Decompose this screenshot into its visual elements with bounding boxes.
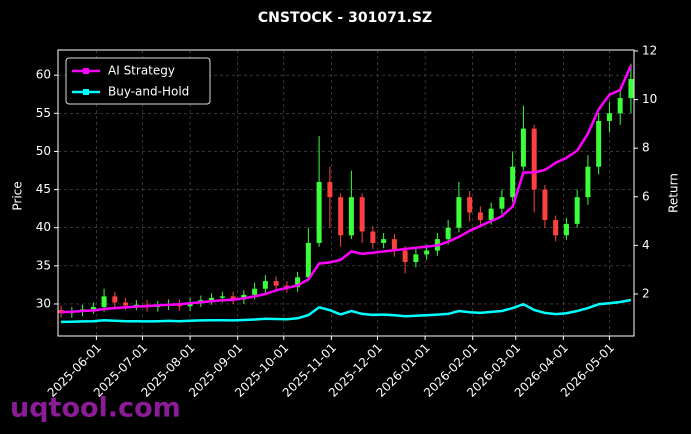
candle-body — [295, 277, 301, 288]
candle-body — [499, 197, 505, 209]
candle-body — [230, 296, 236, 300]
legend-label: Buy-and-Hold — [108, 85, 189, 99]
candle-body — [617, 98, 623, 114]
candle-body — [219, 296, 225, 298]
legend-marker — [83, 89, 89, 95]
candle-body — [477, 212, 483, 221]
candle-body — [467, 197, 473, 213]
candle-body — [445, 227, 451, 240]
candle-body — [456, 197, 462, 228]
candle-body — [413, 254, 419, 263]
candle-body — [574, 197, 580, 224]
candle-body — [542, 189, 548, 221]
candle-body — [123, 302, 129, 306]
y2-tick-label: 4 — [642, 238, 650, 252]
y2-axis-label: Return — [667, 173, 681, 213]
candle-body — [596, 120, 602, 167]
y-tick-label: 45 — [36, 182, 51, 196]
candle-body — [391, 239, 397, 251]
y2-tick-label: 2 — [642, 286, 650, 300]
candle-body — [338, 197, 344, 236]
candle-body — [90, 307, 96, 310]
legend-box — [65, 57, 211, 105]
candle-body — [348, 197, 354, 236]
candle-body — [305, 242, 311, 278]
candle-body — [424, 250, 430, 255]
candle-body — [316, 181, 322, 243]
candle-body — [531, 128, 537, 190]
candle-body — [252, 288, 258, 295]
y-tick-label: 60 — [36, 68, 51, 82]
legend: AI Strategy Buy-and-Hold — [65, 57, 211, 105]
candle-body — [488, 208, 494, 221]
candle-body — [381, 239, 387, 243]
candle-body — [359, 197, 365, 232]
candle-body — [628, 78, 634, 99]
candle-body — [112, 296, 118, 303]
candle-body — [327, 181, 333, 198]
candle-body — [262, 281, 268, 289]
candle-body — [520, 128, 526, 167]
chart-title: CNSTOCK - 301071.SZ — [258, 10, 432, 26]
candle-body — [510, 166, 516, 198]
candle-body — [402, 250, 408, 263]
y2-tick-label: 8 — [642, 141, 650, 155]
y-tick-label: 30 — [36, 296, 51, 310]
candle-body — [563, 223, 569, 236]
candle-body — [585, 166, 591, 198]
legend-label: AI Strategy — [108, 64, 175, 78]
y-tick-label: 50 — [36, 144, 51, 158]
candle-body — [101, 296, 107, 308]
candle-body — [133, 304, 139, 306]
y-tick-label: 35 — [36, 258, 51, 272]
watermark: uqtool.com — [10, 393, 181, 424]
legend-marker — [83, 68, 89, 74]
y-axis-label: Price — [11, 181, 25, 210]
candle-body — [606, 113, 612, 121]
y-tick-label: 40 — [36, 220, 51, 234]
plot-frame — [57, 49, 635, 337]
y2-tick-label: 12 — [642, 43, 657, 57]
return-line — [61, 65, 633, 314]
candle-body — [209, 297, 215, 301]
y2-tick-label: 10 — [642, 92, 657, 106]
candle-body — [553, 220, 559, 236]
return-line — [61, 298, 632, 324]
candle-body — [273, 281, 279, 286]
candle-body — [284, 285, 290, 288]
y-tick-label: 55 — [36, 106, 51, 120]
candle-body — [370, 231, 376, 243]
y2-tick-label: 6 — [642, 189, 650, 203]
